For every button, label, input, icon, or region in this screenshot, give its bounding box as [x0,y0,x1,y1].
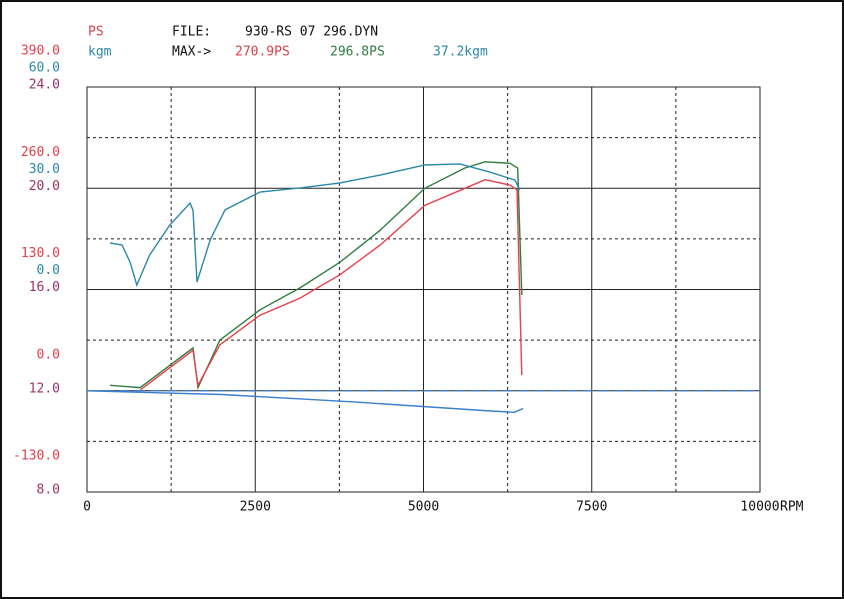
max-kgm: 37.2kgm [433,45,488,60]
file-label: FILE: [172,25,211,40]
y-tick-label: 130.0 [21,246,60,261]
y2-tick-label: 60.0 [29,61,60,76]
y3-tick-label: 24.0 [29,78,60,93]
x-tick-label: 5000 [408,500,439,515]
max-label: MAX-> [172,45,211,60]
y3-tick-label: 16.0 [29,280,60,295]
file-name: 930-RS 07 296.DYN [245,25,378,40]
y3-tick-label: 20.0 [29,179,60,194]
y3-tick-label: 12.0 [29,381,60,396]
y-tick-label: 390.0 [21,44,60,59]
x-tick-label: 2500 [240,500,271,515]
data-line [86,390,524,414]
y2-tick-label: 0.0 [37,263,60,278]
x-axis-label: RPM [780,500,804,515]
data-line [139,178,523,391]
y2-tick-label: 30.0 [29,162,60,177]
y-tick-label: 260.0 [21,145,60,160]
data-line [109,163,521,288]
ps-label: PS [88,25,104,40]
kgm-label: kgm [88,45,112,60]
max-ps-2: 296.8PS [330,45,385,60]
x-tick-label: 7500 [576,500,607,515]
max-ps-1: 270.9PS [235,45,290,60]
y-tick-label: -130.0 [13,449,60,464]
y-tick-label: 0.0 [37,347,60,362]
y3-tick-label: 8.0 [37,483,60,498]
x-tick-label: 10000 [740,500,779,515]
x-tick-label: 0 [83,500,91,515]
